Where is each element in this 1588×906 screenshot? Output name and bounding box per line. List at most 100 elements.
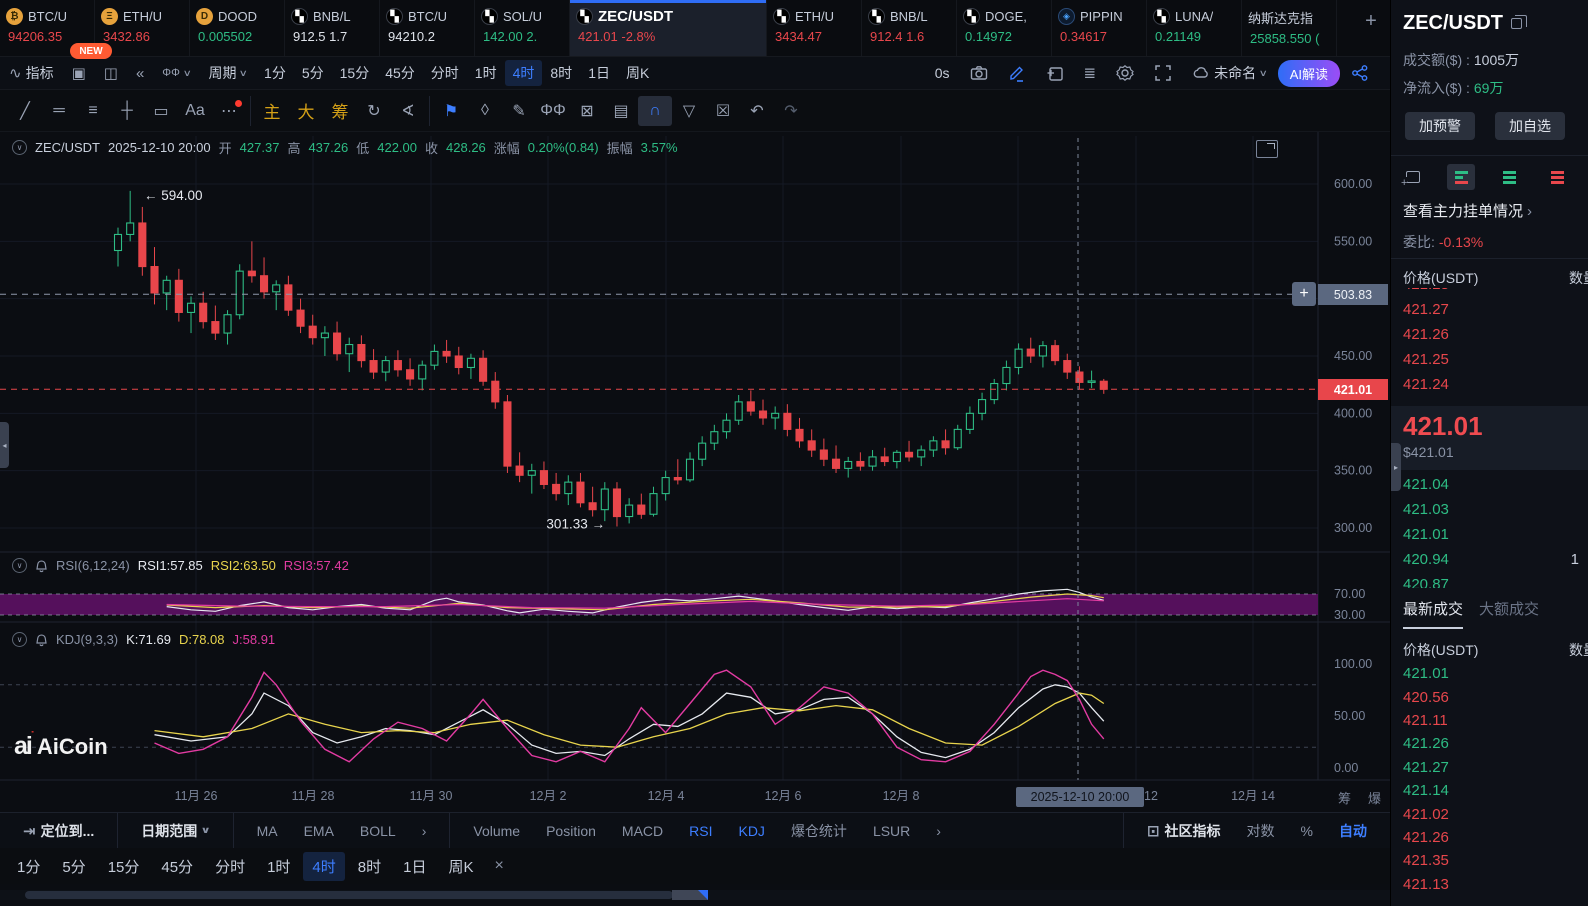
rectangle-tool-icon[interactable]: ▭ [153,102,169,120]
timeframe-button[interactable]: 1分 [264,65,286,81]
percent-scale-button[interactable]: % [1300,822,1313,839]
screenshot-button[interactable] [961,64,997,82]
redo-icon[interactable]: ↷ [784,102,798,120]
left-panel-collapse-handle[interactable]: ◂ [0,422,9,468]
candle-style-button[interactable]: ΦΦ ∨ [153,67,199,79]
large-text-button[interactable]: 大 [297,103,315,122]
collapse-pane-icon[interactable]: ∨ [12,632,27,647]
share-button[interactable] [1342,64,1378,82]
main-orders-link[interactable]: 查看主力挂单情况 › [1403,203,1533,220]
timeframe-button[interactable]: 4时 [303,851,345,881]
timeframe-button[interactable]: 周K [625,65,650,81]
save-layout-button[interactable]: ▣ [63,64,95,82]
trade-row[interactable]: 421.01 [1403,665,1449,683]
last-price-block[interactable]: 421.01 $421.01 [1391,406,1588,470]
trade-row[interactable]: 421.26 [1403,828,1449,846]
trade-row[interactable]: 421.26 [1403,735,1449,753]
instrument-tab[interactable]: ▚ DOGE, 0.14972 [957,0,1052,56]
filter-icon[interactable]: ▽ [682,102,696,120]
orderbook-asks-view-icon[interactable] [1543,164,1571,190]
overlay-indicator-button[interactable]: BOLL [359,822,396,839]
price-chart[interactable]: 600.00 550.00 450.00 400.00 350.00 300.00 70.0… [0,132,1390,812]
ask-row[interactable]: 421.28 [1403,284,1449,293]
ai-analysis-button[interactable]: AI解读 [1277,59,1340,87]
ask-row[interactable]: 421.25 [1403,351,1449,368]
instrument-tab[interactable]: D DOOD 0.005502 [190,0,285,56]
collapse-pane-icon[interactable]: ∨ [12,140,27,155]
alert-line-handle[interactable]: + [1292,282,1316,306]
parallel-channel-icon[interactable]: ═ [53,101,65,119]
timeframe-button[interactable]: 5分 [62,858,86,876]
object-tree-button[interactable]: ≣ [1075,64,1106,82]
bookmark-icon[interactable]: ⚑ [443,102,459,120]
timeframe-button[interactable]: 8时 [357,858,382,876]
settings-button[interactable] [1107,64,1143,82]
copy-icon[interactable] [1511,15,1527,29]
sub-indicator-button[interactable]: Volume [473,822,521,839]
trade-row[interactable]: 420.56 [1403,688,1449,706]
timeframe-button[interactable]: 周K [448,858,474,876]
instrument-tab[interactable]: ▚ SOL/U 142.00 2. [475,0,570,56]
locate-button[interactable]: ⇥ 定位到... [23,822,95,840]
timeframe-button[interactable]: 分时 [215,858,246,876]
panel-expand-handle[interactable]: ▸ [1391,443,1401,491]
timeframe-button[interactable]: 45分 [161,858,194,876]
tab-latest-trades[interactable]: 最新成交 [1403,598,1464,629]
chips-axis-toggle[interactable]: 筹 [1338,791,1352,806]
orderbook-split-view-icon[interactable] [1447,164,1475,190]
bid-row[interactable]: 421.01 [1403,526,1449,543]
delete-icon[interactable]: ☒ [715,102,731,120]
auto-scale-button[interactable]: 自动 [1339,822,1367,839]
more-tools-icon[interactable]: ⋯ [212,96,246,126]
text-tool-icon[interactable]: Aa [185,101,205,119]
timeframe-button[interactable]: 4时 [504,60,543,86]
period-dropdown[interactable]: 周期 ∨ [208,65,249,81]
undo-icon[interactable]: ↶ [750,102,764,120]
measure-icon[interactable]: ∢ [401,102,415,120]
instrument-tab[interactable]: ▚ ZEC/USDT 421.01 -2.8% [570,0,767,56]
timeframe-button[interactable]: 1日 [588,65,610,81]
timeframe-button[interactable]: 15分 [107,858,140,876]
instrument-tab[interactable]: ▚ BTC/U 94210.2 [380,0,475,56]
sub-indicator-button[interactable]: LSUR [872,822,911,839]
timeframe-button[interactable]: 1时 [474,65,497,81]
reset-view-button[interactable] [1256,140,1278,158]
trade-row[interactable]: 421.02 [1403,805,1449,823]
replay-icon[interactable]: ↻ [367,102,381,120]
replay-back-button[interactable]: « [127,65,153,82]
magnet-icon[interactable]: ∩ [638,95,672,126]
ask-row[interactable]: 421.24 [1403,376,1449,393]
eraser-icon[interactable]: ◊ [481,101,489,119]
overlay-indicator-button[interactable]: EMA [303,822,334,839]
add-orderbook-pane-icon[interactable] [1399,164,1427,190]
trade-row[interactable]: 421.35 [1403,852,1449,870]
chart-scrollbar-handle[interactable] [672,890,708,900]
add-watchlist-button[interactable]: 加自选 [1495,112,1565,140]
date-range-dropdown[interactable]: 日期范围 ∨ [141,822,212,839]
cross-line-icon[interactable]: ┼ [121,101,133,119]
overlay-indicator-button[interactable]: MA [256,822,278,839]
community-indicator-button[interactable]: ⊡ 社区指标 [1146,822,1221,840]
main-chart-button[interactable]: 主 [263,103,281,122]
instrument-tab[interactable]: 纳斯达克指 25858.550 ( [1242,0,1337,56]
trade-row[interactable]: 421.13 [1403,875,1449,893]
indicator-menu-button[interactable]: ∿ 指标 [9,65,54,82]
pane-layout-button[interactable]: ◫ [95,64,127,82]
notes-icon[interactable]: ▤ [613,102,629,120]
timeframe-button[interactable]: 分时 [430,65,459,81]
fullscreen-button[interactable] [1145,64,1181,82]
ask-row[interactable]: 421.26 [1403,326,1449,343]
chart-scrollbar-track[interactable] [0,890,1390,900]
chips-button[interactable]: 筹 [331,103,349,122]
sub-indicator-button[interactable]: 爆仓统计 [790,822,847,839]
orderbook-bids-view-icon[interactable] [1495,164,1523,190]
alert-price-badge[interactable]: 503.83 [1318,284,1388,305]
bid-row[interactable]: 420.94 1 [1403,551,1579,568]
liquidation-axis-toggle[interactable]: 爆 [1368,791,1382,806]
timeframe-button[interactable]: 1时 [267,858,291,876]
ask-row[interactable]: 421.27 [1403,301,1449,318]
draw-mode-button[interactable] [999,64,1035,82]
brush-icon[interactable]: ✎ [512,102,526,120]
timeframe-button[interactable]: 5分 [301,65,324,81]
cloud-layout-dropdown[interactable]: 未命名 ∨ [1183,63,1276,83]
